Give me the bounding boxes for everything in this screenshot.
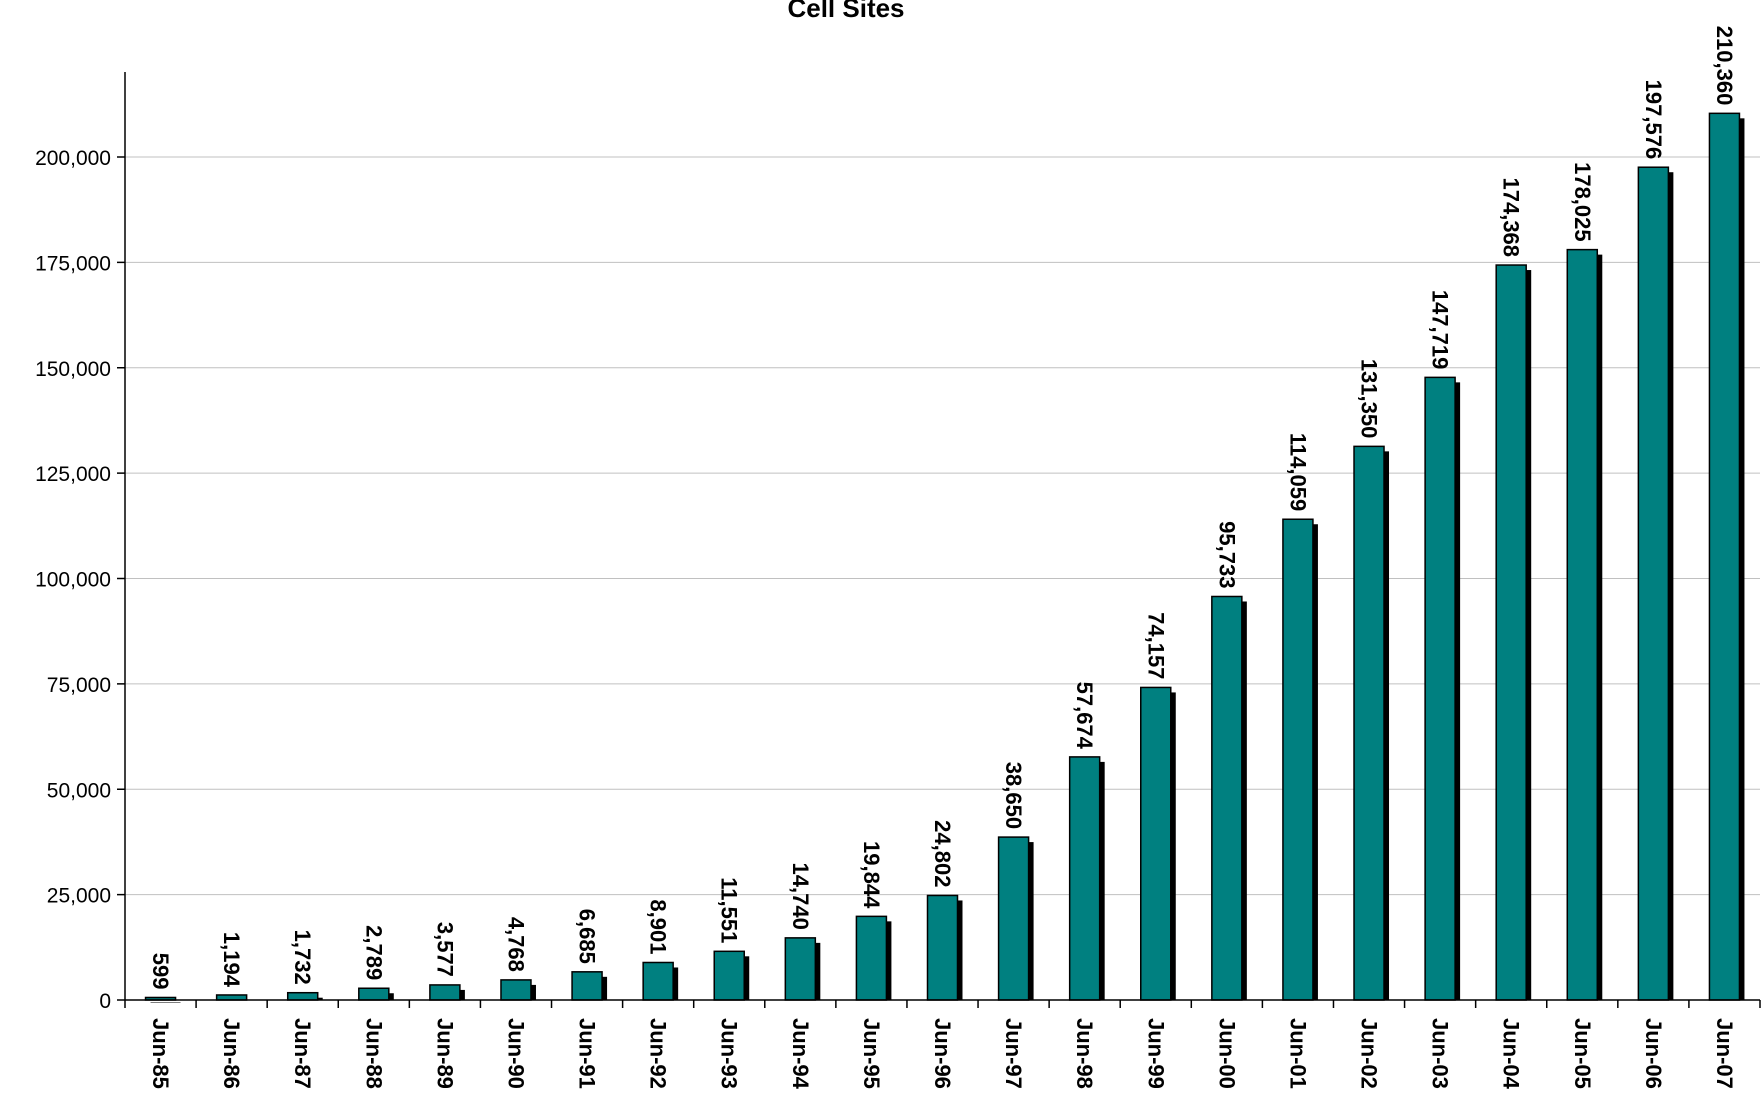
data-label: 147,719	[1428, 290, 1453, 370]
y-tick-label: 150,000	[35, 358, 111, 381]
data-label: 131,350	[1357, 359, 1382, 439]
category-label: Jun-88	[361, 1018, 386, 1089]
grid-lines	[125, 156, 1760, 896]
bar	[358, 987, 390, 1001]
data-label: 14,740	[788, 863, 813, 930]
data-label: 114,059	[1285, 433, 1310, 511]
y-tick-label: 200,000	[35, 147, 111, 170]
bar	[784, 937, 817, 1001]
data-label: 1,732	[290, 930, 315, 985]
bar	[286, 991, 319, 1001]
bar	[1353, 445, 1385, 1001]
bar	[215, 994, 248, 1001]
bar	[1637, 166, 1670, 1001]
bar	[1495, 264, 1527, 1001]
y-tick-label: 175,000	[35, 252, 111, 275]
data-label: 174,368	[1499, 178, 1524, 258]
bar	[1140, 686, 1172, 1001]
category-label: Jun-05	[1570, 1018, 1595, 1089]
data-label: 1,194	[219, 932, 244, 988]
bar	[926, 894, 959, 1001]
data-label: 178,025	[1570, 162, 1595, 242]
data-label: 11,551	[717, 877, 742, 943]
category-label: Jun-94	[788, 1018, 813, 1090]
data-label: 95,733	[1214, 521, 1239, 588]
y-tick-label: 125,000	[35, 463, 111, 486]
category-label: Jun-06	[1641, 1018, 1666, 1089]
category-label: Jun-03	[1428, 1018, 1453, 1089]
bar	[1424, 376, 1456, 1001]
data-label: 3,577	[432, 922, 457, 977]
category-label: Jun-02	[1357, 1018, 1382, 1089]
category-label: Jun-98	[1072, 1018, 1097, 1089]
category-label: Jun-04	[1499, 1018, 1524, 1090]
bar-shadow	[150, 1002, 181, 1003]
category-label: Jun-93	[717, 1018, 742, 1089]
category-label: Jun-92	[646, 1018, 671, 1089]
category-label: Jun-89	[432, 1018, 457, 1089]
data-label: 197,576	[1641, 80, 1666, 160]
category-label: Jun-87	[290, 1018, 315, 1089]
bar	[1566, 248, 1599, 1001]
bar	[1708, 112, 1741, 1001]
data-labels: 599 1,194 1,732 2,789 3,577 4,768 6,685 8,901 11…	[148, 26, 1737, 990]
category-label: Jun-01	[1285, 1018, 1310, 1089]
data-label: 210,360	[1712, 26, 1737, 106]
category-label: Jun-90	[503, 1018, 528, 1089]
category-label: Jun-99	[1143, 1018, 1168, 1089]
bar	[429, 984, 461, 1001]
x-axis: Jun-85 Jun-86 Jun-87 Jun-88 Jun-89 Jun-90 Jun-…	[124, 999, 1761, 1090]
category-label: Jun-86	[219, 1018, 244, 1089]
category-label: Jun-00	[1214, 1018, 1239, 1089]
data-label: 19,844	[859, 841, 884, 909]
data-label: 24,802	[930, 820, 955, 887]
y-tick-label: 75,000	[47, 674, 111, 697]
bars	[144, 112, 1745, 1003]
y-tick-label: 100,000	[35, 569, 111, 592]
bar	[1282, 518, 1314, 1001]
category-label: Jun-97	[1001, 1018, 1026, 1089]
bar	[500, 979, 532, 1001]
data-label: 8,901	[646, 899, 671, 954]
data-label: 4,768	[503, 917, 528, 972]
data-label: 2,789	[361, 925, 386, 980]
bar	[855, 915, 888, 1001]
bar	[997, 836, 1030, 1001]
bar	[713, 950, 745, 1001]
data-label: 6,685	[575, 909, 600, 964]
bar	[1211, 595, 1243, 1001]
data-label: 38,650	[1001, 762, 1026, 829]
chart-title: Cell Sites	[787, 0, 904, 23]
category-label: Jun-95	[859, 1018, 884, 1089]
y-tick-label: 25,000	[47, 885, 111, 908]
y-tick-label: 0	[99, 990, 111, 1013]
bar	[1068, 756, 1101, 1001]
category-label: Jun-85	[148, 1018, 173, 1089]
category-label: Jun-91	[575, 1018, 600, 1089]
y-tick-label: 50,000	[47, 779, 111, 802]
y-axis: 0 25,000 50,000 75,000 100,000 125,000 150,000…	[35, 72, 126, 1013]
data-label: 57,674	[1072, 682, 1097, 750]
category-label: Jun-96	[930, 1018, 955, 1089]
bar	[642, 961, 674, 1001]
category-label: Jun-07	[1712, 1018, 1737, 1089]
bar	[571, 971, 603, 1001]
data-label: 599	[148, 953, 173, 990]
data-label: 74,157	[1143, 612, 1168, 679]
